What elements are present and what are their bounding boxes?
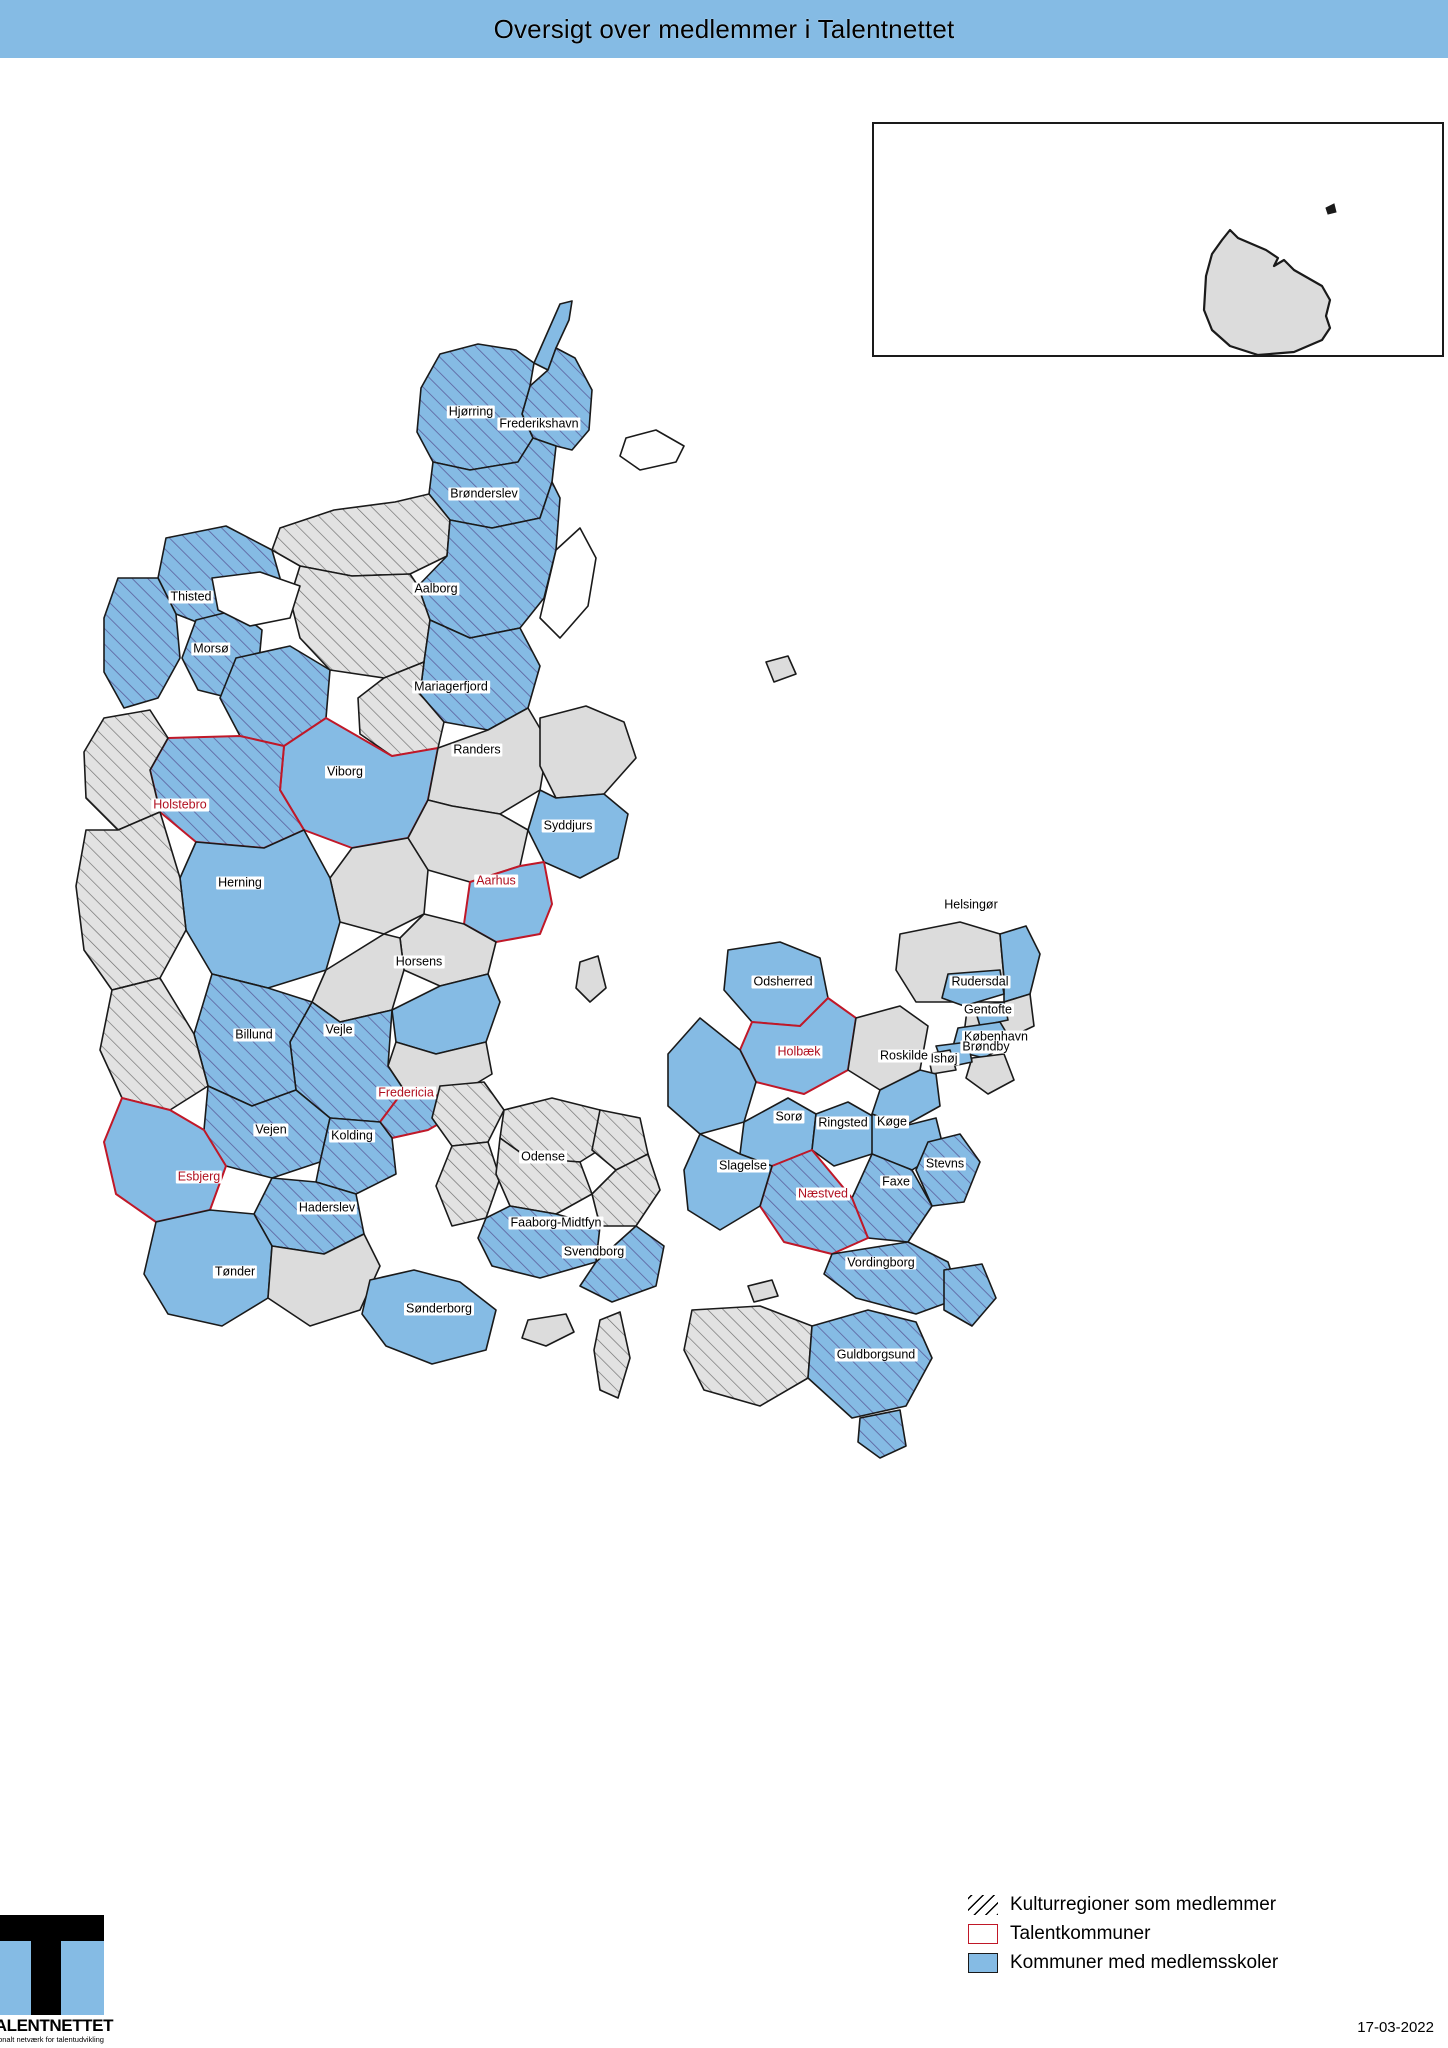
- region-herning: [179, 829, 341, 989]
- region-fejoe: [747, 1279, 779, 1303]
- region-helsingoer: [999, 925, 1041, 1003]
- date-stamp: 17-03-2022: [1357, 2019, 1434, 2036]
- region-limfjord-water: [211, 571, 301, 627]
- region-langeland: [593, 1311, 631, 1399]
- region-hjoerring: [416, 343, 535, 471]
- region-toender: [143, 1209, 273, 1327]
- region-samsoe: [575, 955, 607, 1003]
- legend-item-medlemsskoler: Kommuner med medlemsskoler: [968, 1952, 1438, 1974]
- logo-t-icon: [0, 1915, 104, 2015]
- region-anholt: [765, 655, 797, 683]
- region-silkeborg: [329, 837, 429, 935]
- region-assens: [435, 1141, 501, 1227]
- region-nyborg: [591, 1153, 661, 1227]
- region-norddjurs: [539, 705, 637, 799]
- region-lolland: [683, 1305, 813, 1407]
- bornholm-inset-map: [1202, 203, 1337, 355]
- region-bornholm: [1202, 228, 1332, 355]
- region-east-coast-inlet: [539, 527, 597, 639]
- region-varde: [99, 977, 209, 1111]
- map-canvas[interactable]: Kulturregioner som medlemmer Talentkommu…: [0, 58, 1448, 2048]
- region-vordingborg: [823, 1241, 961, 1315]
- region-naestved: [759, 1149, 869, 1255]
- region-falster-tail: [857, 1409, 907, 1459]
- red-outline-swatch-icon: [968, 1924, 998, 1944]
- region-ishoej: [927, 1049, 957, 1075]
- region-faaborg-midtfyn: [477, 1205, 601, 1279]
- legend: Kulturregioner som medlemmer Talentkommu…: [968, 1894, 1438, 1974]
- hatch-swatch-icon: [968, 1895, 998, 1915]
- legend-label-medlemsskoler: Kommuner med medlemsskoler: [1010, 1952, 1279, 1973]
- logo-tagline: nationalt netværk for talentudvikling: [0, 2035, 104, 2044]
- region-christiansoe: [1325, 203, 1337, 215]
- map-regions: [75, 300, 1041, 1459]
- region-amager: [965, 1053, 1015, 1095]
- region-ringsted: [811, 1101, 877, 1167]
- page-title: Oversigt over medlemmer i Talentnettet: [493, 13, 955, 44]
- region-thy-south: [103, 577, 181, 709]
- region-svendborg: [579, 1225, 665, 1303]
- talentnettet-logo: TALENTNETTET nationalt netværk for talen…: [0, 1915, 114, 2044]
- region-holstebro: [149, 735, 305, 849]
- region-kalundborg: [667, 1017, 757, 1135]
- title-banner: Oversigt over medlemmer i Talentnettet: [0, 0, 1448, 58]
- region-jammerbugt: [271, 493, 451, 577]
- legend-label-talentkommuner: Talentkommuner: [1010, 1923, 1151, 1944]
- region-moen: [943, 1263, 997, 1327]
- region-syddjurs: [527, 789, 629, 879]
- region-kolding: [315, 1117, 397, 1195]
- region-rudersdal: [941, 969, 1005, 1007]
- legend-label-kulturregioner: Kulturregioner som medlemmer: [1010, 1894, 1277, 1915]
- region-middelfart: [431, 1081, 505, 1147]
- region-aeroe: [521, 1313, 575, 1347]
- region-soenderborg: [361, 1269, 497, 1365]
- bornholm-inset-frame: [872, 122, 1444, 357]
- region-slagelse: [683, 1133, 773, 1231]
- logo-wordmark: TALENTNETTET: [0, 2016, 114, 2035]
- region-ringkoebing: [75, 811, 187, 991]
- region-laesoe: [619, 429, 685, 471]
- logo-t-stem: [31, 1915, 61, 2015]
- blue-fill-swatch-icon: [968, 1953, 998, 1973]
- legend-item-kulturregioner: Kulturregioner som medlemmer: [968, 1894, 1438, 1916]
- legend-item-talentkommuner: Talentkommuner: [968, 1923, 1438, 1945]
- region-guldborgsund: [807, 1309, 933, 1419]
